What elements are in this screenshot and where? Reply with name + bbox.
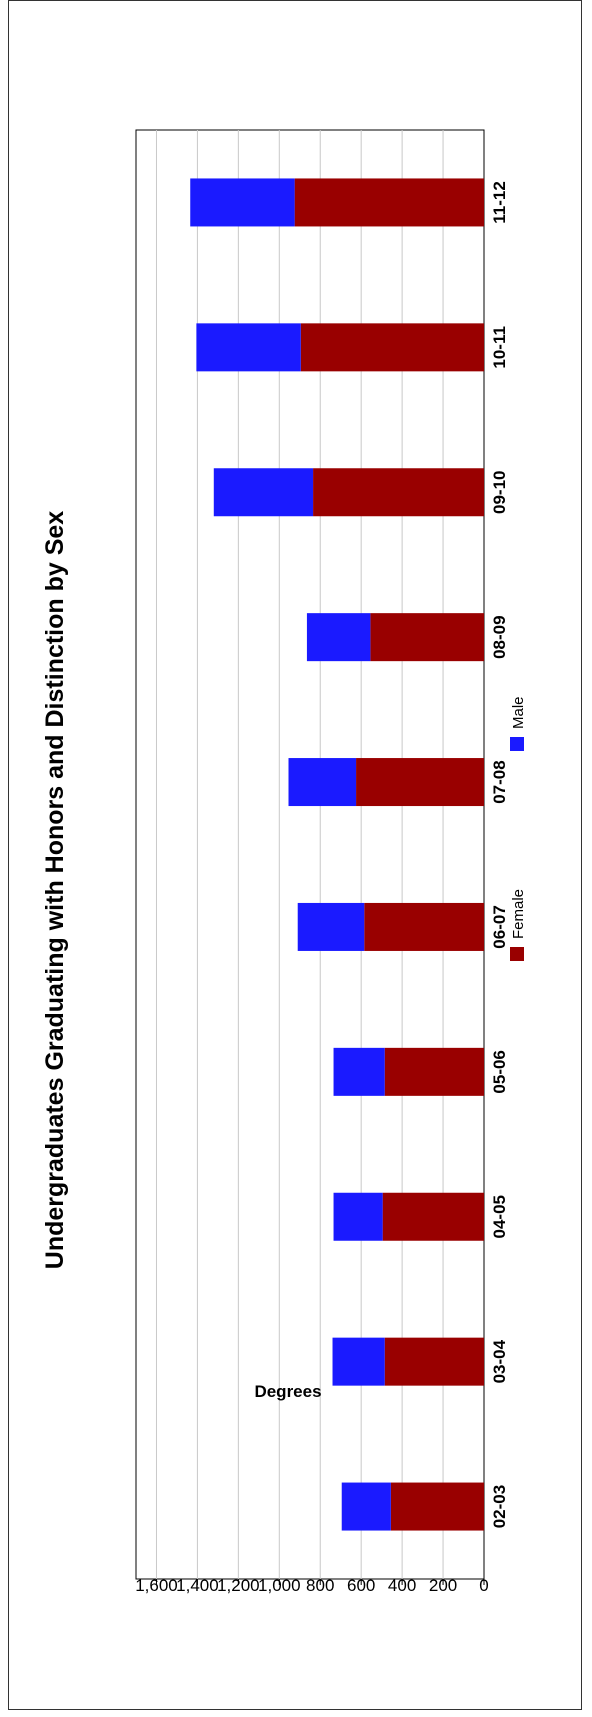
y-tick-label: 0 xyxy=(479,1576,488,1595)
bar-male xyxy=(333,1192,383,1241)
x-category-label: 07-08 xyxy=(490,760,509,803)
y-tick-label: 1,200 xyxy=(217,1576,260,1595)
x-category-label: 02-03 xyxy=(490,1485,509,1528)
x-category-label: 03-04 xyxy=(490,1339,509,1383)
y-tick-label: 1,400 xyxy=(176,1576,219,1595)
y-tick-label: 200 xyxy=(429,1576,457,1595)
bar-male xyxy=(213,468,314,517)
bar-male xyxy=(196,323,301,372)
bar-male xyxy=(306,613,371,662)
bar-female xyxy=(364,902,485,951)
legend: Female Male xyxy=(510,696,527,961)
x-category-label: 08-09 xyxy=(490,615,509,658)
y-tick-label: 600 xyxy=(347,1576,375,1595)
legend-label-female: Female xyxy=(510,889,527,939)
category-labels: 02-03 03-04 04-05 05-06 06-07 07-08 08-09 09-10… xyxy=(490,181,509,1528)
y-axis-label: Degrees xyxy=(254,1382,321,1401)
bar-male xyxy=(341,1482,391,1531)
chart-title: Undergraduates Graduating with Honors an… xyxy=(41,511,69,1270)
x-category-label: 06-07 xyxy=(490,905,509,948)
legend-swatch-female xyxy=(510,947,524,961)
y-tick-label: 1,600 xyxy=(135,1576,178,1595)
bars-group xyxy=(190,178,485,1531)
legend-swatch-male xyxy=(510,737,524,751)
x-category-label: 05-06 xyxy=(490,1050,509,1093)
bar-male xyxy=(332,1337,385,1386)
x-category-label: 09-10 xyxy=(490,471,509,514)
x-category-label: 11-12 xyxy=(490,181,509,224)
bar-male xyxy=(333,1047,385,1096)
x-category-label: 04-05 xyxy=(490,1195,509,1238)
bar-male xyxy=(288,758,357,807)
bar-female xyxy=(390,1482,484,1531)
legend-label-male: Male xyxy=(510,696,527,729)
bar-female xyxy=(356,758,485,807)
bar-female xyxy=(300,323,484,372)
bar-female xyxy=(384,1047,485,1096)
y-tick-label: 800 xyxy=(306,1576,334,1595)
chart-frame xyxy=(8,0,582,1710)
bar-female xyxy=(382,1192,485,1241)
y-tick-label: 1,000 xyxy=(258,1576,301,1595)
bar-female xyxy=(370,613,485,662)
bar-female xyxy=(384,1337,485,1386)
bar-male xyxy=(297,902,365,951)
bar-male xyxy=(190,178,295,227)
gridlines xyxy=(155,130,444,1579)
x-category-label: 10-11 xyxy=(490,326,509,369)
y-tick-label: 400 xyxy=(388,1576,416,1595)
bar-female xyxy=(294,178,484,227)
bar-female xyxy=(313,468,484,517)
